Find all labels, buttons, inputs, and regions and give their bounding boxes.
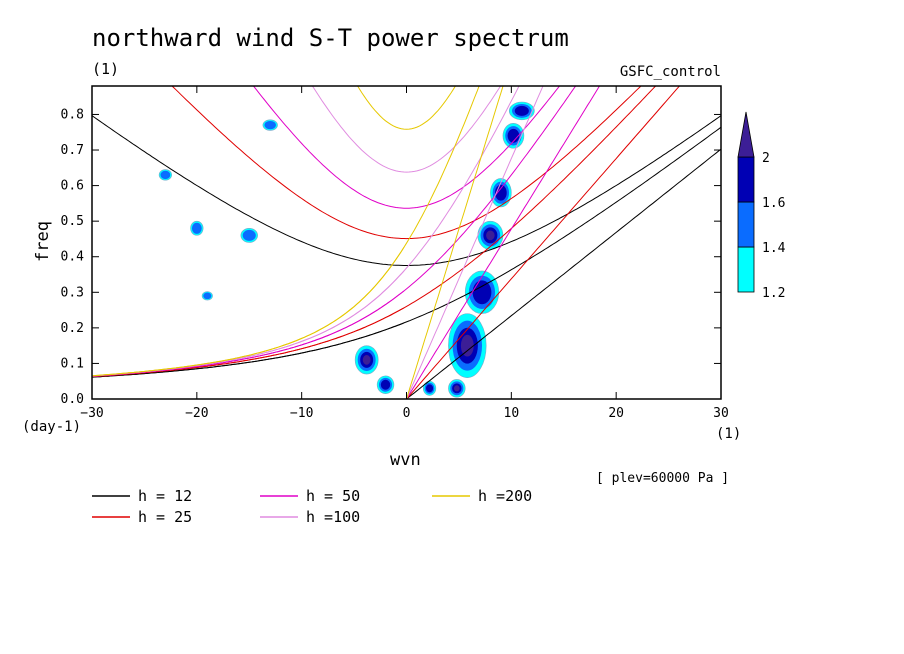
legend: h = 12 h = 25 h = 50 h =100 h =200: [92, 487, 532, 526]
curve-12-kelvin: [406, 148, 721, 399]
y-axis-label: freq: [33, 221, 53, 262]
chart-subtitle-left: (1): [92, 60, 119, 78]
chart-subtitle-right: GSFC_control: [620, 64, 721, 80]
colorbar-top-arrow: [737, 111, 755, 158]
power-region-12-level-2: [264, 120, 276, 130]
curve-100-kelvin: [406, 86, 544, 399]
curve-25-kelvin: [406, 86, 681, 399]
legend-label-12: h = 12: [138, 487, 192, 505]
colorbar-label: 1.6: [762, 196, 785, 211]
curve-50-kelvin: [406, 86, 601, 399]
colorbar-label: 1.2: [762, 286, 785, 301]
power-region-7-level-3: [380, 379, 391, 390]
legend-label-50: h = 50: [306, 487, 360, 505]
colorbar-label: 1.4: [762, 241, 786, 256]
power-region-1-level-3: [472, 280, 492, 305]
y-unit-label: (day-1): [22, 419, 81, 435]
x-tick-label: 10: [504, 406, 520, 421]
dispersion-curves: [92, 86, 721, 399]
power-contours: [158, 101, 535, 398]
legend-label-100: h =100: [306, 508, 360, 526]
power-region-8-level-4: [453, 385, 460, 392]
power-region-14-level-2: [242, 229, 256, 241]
level-note: [ plev=60000 Pa ]: [596, 471, 729, 486]
legend-label-25: h = 25: [138, 508, 192, 526]
power-region-13-level-2: [203, 292, 212, 300]
colorbar: 1.2 1.4 1.6 2: [737, 111, 786, 301]
x-tick-label: 0: [403, 406, 411, 421]
x-tick-label: −30: [80, 406, 103, 421]
curve-200-n1-gravity: [357, 86, 456, 130]
power-region-6-level-4: [362, 355, 371, 365]
y-tick-label: 0.8: [61, 107, 84, 122]
colorbar-segment-3: [737, 156, 755, 203]
curve-25-mrg: [92, 307, 405, 378]
power-region-2-level-4: [486, 230, 495, 241]
colorbar-label: 2: [762, 151, 770, 166]
power-region-0-level-4: [460, 334, 474, 357]
axes: −30 −20 −10 0 10 20 30 0.0 0.1 0.2 0.3 0.4 0.5 0.6 0.7…: [61, 86, 729, 421]
power-region-5-level-3: [514, 105, 529, 116]
curve-12-n1-gravity: [92, 115, 721, 266]
chart-title: northward wind S-T power spectrum: [92, 24, 569, 52]
curve-200-mrg: [92, 247, 405, 377]
curve-12-mrg: [92, 322, 405, 378]
colorbar-segment-2: [737, 201, 755, 248]
curve-25-n1-gravity: [171, 86, 642, 240]
x-tick-label: 30: [713, 406, 729, 421]
y-tick-label: 0.7: [61, 143, 84, 158]
x-tick-label: 20: [608, 406, 624, 421]
x-unit-label: (1): [716, 426, 741, 442]
power-region-11-level-2: [160, 170, 171, 180]
power-region-4-level-3: [507, 128, 520, 143]
curve-12-n0-gravity: [92, 126, 721, 378]
x-tick-label: −10: [290, 406, 313, 421]
y-tick-label: 0.4: [61, 250, 85, 265]
colorbar-segment-1: [737, 246, 755, 293]
y-tick-label: 0.1: [61, 356, 84, 371]
x-axis-label: wvn: [390, 450, 421, 470]
x-tick-label: −20: [185, 406, 208, 421]
curve-50-n0-gravity: [92, 86, 577, 377]
power-region-9-level-3: [426, 384, 434, 393]
y-tick-label: 0.5: [61, 214, 84, 229]
power-region-10-level-2: [191, 222, 202, 234]
y-tick-label: 0.2: [61, 321, 84, 336]
curve-50-n1-gravity: [252, 86, 561, 209]
curve-100-n1-gravity: [311, 86, 502, 173]
legend-label-200: h =200: [478, 487, 532, 505]
curve-200-kelvin: [406, 86, 504, 399]
y-tick-label: 0.3: [61, 285, 84, 300]
y-tick-label: 0.0: [61, 392, 84, 407]
y-tick-label: 0.6: [61, 179, 84, 194]
